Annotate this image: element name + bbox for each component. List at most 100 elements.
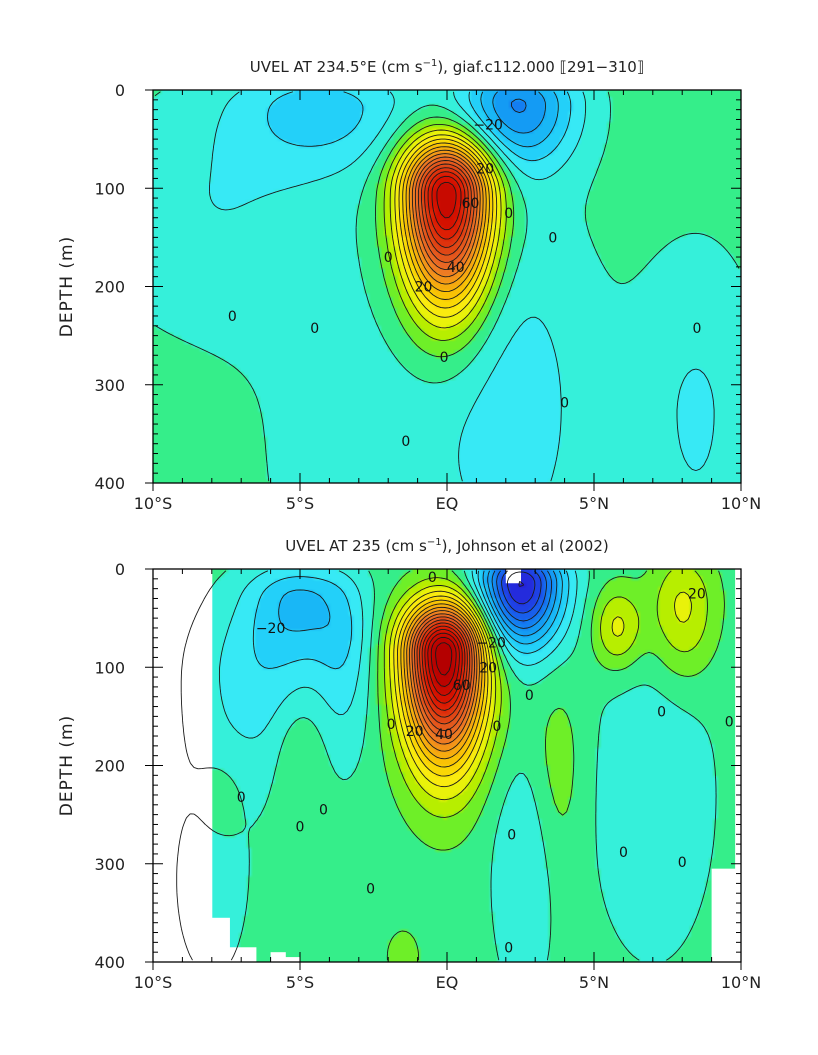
contour-value-label: 0 [440, 350, 449, 366]
contour-value-label: 0 [725, 714, 734, 730]
contour-fill-layer [153, 90, 741, 483]
contour-value-label: 0 [657, 704, 666, 720]
y-tick-label: 100 [94, 658, 125, 677]
missing-data-region [285, 957, 301, 963]
contour-line [427, 171, 466, 240]
contour-value-label: −20 [256, 621, 286, 637]
contour-field-image [153, 90, 741, 483]
contour-value-label: 0 [504, 206, 513, 222]
contour-line [487, 570, 558, 637]
contour-value-label: 0 [296, 819, 305, 835]
y-tick-label: 400 [94, 474, 125, 493]
title-suffix: ), Johnson et al (2002) [442, 537, 609, 555]
contour-value-label: 20 [688, 587, 706, 603]
contour-value-label: 0 [678, 855, 687, 871]
title-superscript: −1 [427, 537, 442, 548]
contour-line [209, 91, 715, 482]
contour-value-label: 0 [525, 688, 534, 704]
y-tick-label: 200 [94, 757, 125, 776]
contour-value-label: 0 [319, 803, 328, 819]
contour-line [436, 181, 457, 219]
contour-line [416, 619, 471, 725]
contour-line [408, 610, 478, 745]
contour-line [383, 570, 708, 818]
contour-line [375, 116, 515, 358]
contour-line [424, 167, 469, 248]
y-tick-label: 0 [115, 81, 125, 100]
contour-line [393, 590, 492, 788]
contour-value-label: 0 [692, 321, 701, 337]
x-tick-label: 5°N [579, 973, 609, 992]
y-tick-label: 200 [94, 278, 125, 297]
contour-line [408, 149, 484, 285]
contour-value-label: 60 [453, 678, 471, 694]
contour-line [406, 606, 480, 752]
contour-line [377, 570, 725, 961]
contour-label-layer: −20 20 60 40 20 0 0 0 0 0 0 0 0 0 [228, 117, 701, 449]
contour-line [398, 138, 494, 309]
contour-line [252, 570, 570, 670]
x-tick-label: 5°S [286, 973, 314, 992]
contour-value-label: −20 [476, 636, 506, 652]
contour-line [394, 134, 498, 318]
contour-value-label: 0 [366, 881, 375, 897]
contour-value-label: 0 [401, 434, 410, 450]
y-axis-label: DEPTH (m) [57, 236, 77, 337]
x-tick-label: 10°N [721, 494, 761, 513]
y-tick-label: 100 [94, 179, 125, 198]
missing-data-region [229, 947, 257, 963]
title-superscript: −1 [423, 58, 438, 69]
contour-value-label: 0 [504, 940, 513, 956]
y-tick-label: 0 [115, 560, 125, 579]
contour-value-label: −20 [473, 117, 503, 133]
contour-line [389, 129, 502, 329]
contour-field-image [153, 569, 741, 962]
contour-line [411, 153, 481, 278]
contour-line [389, 585, 693, 801]
contour-line [397, 595, 489, 777]
contour-line [420, 163, 472, 256]
contour-line [427, 632, 460, 696]
contour-line [496, 570, 547, 622]
contour-value-label: 40 [435, 727, 453, 743]
contour-line [492, 91, 546, 134]
contour-line [414, 616, 473, 731]
contour-line [403, 603, 483, 760]
x-tick-label: EQ [436, 973, 459, 992]
contour-value-label: 0 [560, 395, 569, 411]
contour-line [431, 175, 462, 231]
contour-value-label: 0 [384, 250, 393, 266]
contour-value-label: 0 [228, 309, 237, 325]
contour-line [278, 570, 563, 645]
contour-fill-layer [153, 569, 741, 962]
panel-title: UVEL AT 234.5°E (cm s−1), giaf.c112.000 … [250, 58, 645, 76]
missing-data-region [711, 868, 736, 963]
contour-line [417, 160, 475, 263]
contour-line [424, 629, 463, 704]
y-tick-label: 300 [94, 376, 125, 395]
y-tick-label: 300 [94, 855, 125, 874]
contour-line [518, 581, 524, 587]
contour-line [405, 146, 487, 293]
contour-value-label: 0 [619, 845, 628, 861]
contour-line [411, 613, 475, 738]
contour-line [267, 91, 572, 162]
contour-value-label: 0 [493, 719, 502, 735]
missing-data-region [270, 952, 286, 963]
contour-value-label: 20 [415, 280, 433, 296]
contour-line [400, 599, 486, 768]
contour-value-label: 0 [428, 570, 437, 586]
contour-line [491, 570, 553, 629]
x-tick-label: 10°N [721, 973, 761, 992]
contour-line [435, 642, 453, 676]
contour-value-label: 0 [507, 827, 516, 843]
contour-value-label: 20 [479, 660, 497, 676]
title-prefix: UVEL AT 235 (cm s [285, 537, 427, 555]
x-tick-label: 5°S [286, 494, 314, 513]
x-tick-label: 5°N [579, 494, 609, 513]
contour-line [414, 156, 478, 271]
contour-value-label: 0 [387, 717, 396, 733]
